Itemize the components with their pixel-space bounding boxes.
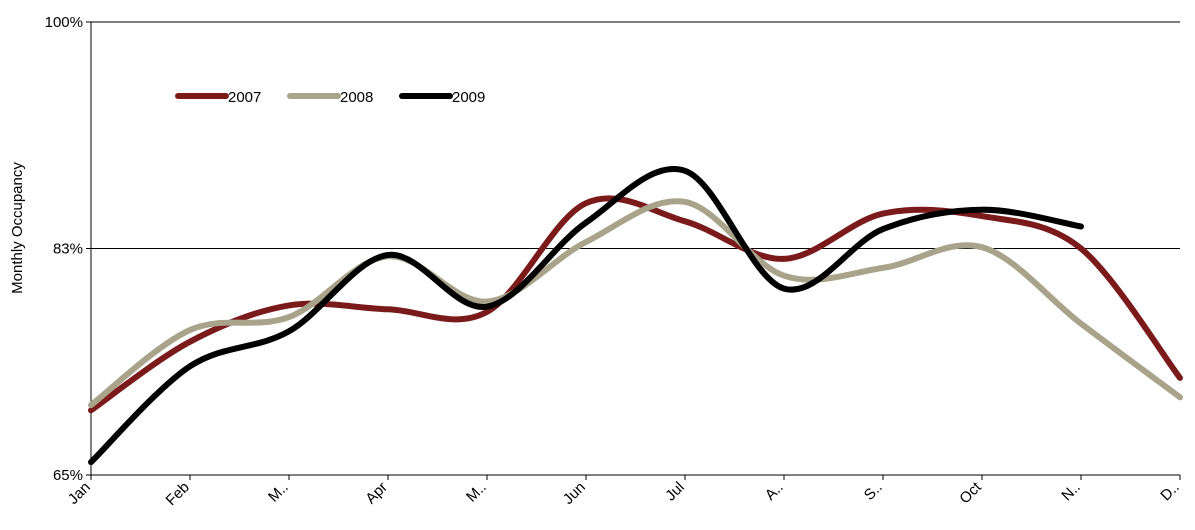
gridlines <box>91 21 1180 249</box>
series-line-2008 <box>88 198 1183 409</box>
x-tick-label: Feb <box>163 479 193 509</box>
legend-label-2009: 2009 <box>452 89 485 106</box>
series-line-2009 <box>88 166 1084 466</box>
x-tick-label: Oct <box>956 478 985 507</box>
x-tick-label: D.. <box>1157 479 1183 505</box>
axes <box>86 21 1181 480</box>
x-tick-label: M.. <box>265 479 292 506</box>
x-tick-label: M.. <box>463 479 490 506</box>
legend: 2007 2008 2009 <box>175 89 485 106</box>
x-tick-label: Apr <box>362 479 391 508</box>
x-tick-label: Jul <box>662 479 688 505</box>
y-tick-label: 65% <box>53 467 83 484</box>
x-tick-label: N.. <box>1058 479 1084 505</box>
y-axis-title: Monthly Occupancy <box>9 162 26 294</box>
series-layer <box>88 166 1183 466</box>
x-tick-labels: Jan Feb M.. Apr M.. Jun Jul A.. S.. Oct N.. D.. <box>65 478 1183 509</box>
x-tick-label: A.. <box>762 479 787 504</box>
x-tick-label: S.. <box>861 479 886 504</box>
series-line-2007 <box>88 195 1183 414</box>
y-tick-labels: 100% 83% 65% <box>45 14 83 484</box>
y-tick-label: 100% <box>45 14 83 31</box>
y-tick-label: 83% <box>53 241 83 258</box>
x-tick-label: Jun <box>560 479 589 508</box>
legend-label-2007: 2007 <box>228 89 261 106</box>
legend-label-2008: 2008 <box>340 89 373 106</box>
